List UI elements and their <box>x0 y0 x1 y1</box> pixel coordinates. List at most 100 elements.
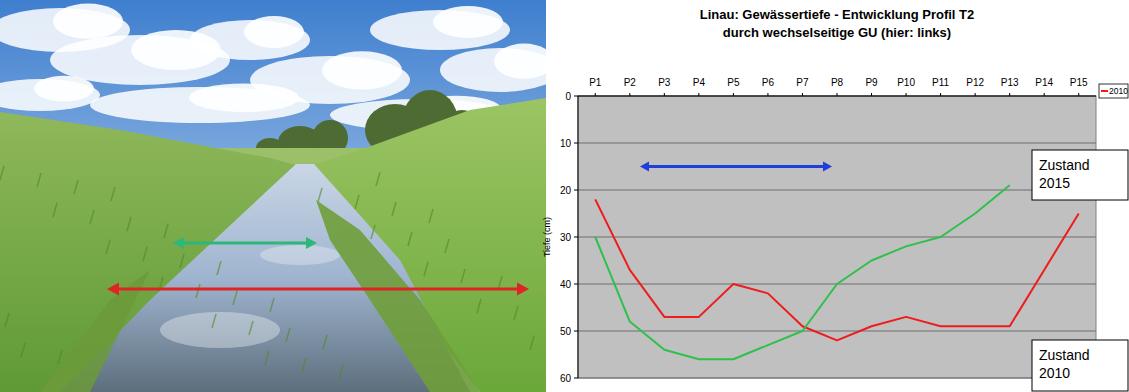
annotation: Zustand2015 <box>1032 150 1128 200</box>
category-label: P13 <box>1001 77 1019 88</box>
grass-blade <box>180 254 184 268</box>
legend-box <box>1099 84 1128 98</box>
category-label: P6 <box>762 77 775 88</box>
annotation-line: Zustand <box>1039 347 1090 363</box>
grass-blade <box>21 343 25 357</box>
category-label: P12 <box>966 77 984 88</box>
grass-blade <box>392 202 396 216</box>
tick-label: 40 <box>560 279 572 290</box>
tick-label: 20 <box>560 185 572 196</box>
category-label: P8 <box>831 77 844 88</box>
grass-blade <box>249 321 253 335</box>
grass-blade <box>143 247 147 261</box>
arrow <box>173 237 317 249</box>
chart-subtitle: durch wechselseitige GU (hier: links) <box>723 25 951 40</box>
annotation-text: Zustand2015 <box>1039 157 1090 191</box>
reflection <box>260 245 340 265</box>
grass-blade <box>270 298 274 312</box>
grass-blade <box>429 209 433 223</box>
grass-blade <box>530 336 534 350</box>
grass-blade <box>164 224 168 238</box>
tick-mark <box>574 96 578 97</box>
arrow-head <box>823 162 832 172</box>
series-group <box>595 185 1078 359</box>
cloud <box>494 44 546 79</box>
arrow-head <box>306 237 317 249</box>
annotation-line: 2010 <box>1039 365 1070 381</box>
annotation-text: Zustand 2010 <box>1039 347 1090 381</box>
tick-mark <box>767 93 768 96</box>
grass-blade <box>111 187 115 201</box>
tick-mark <box>629 93 630 96</box>
tick-label: 0 <box>565 91 571 102</box>
grass-blade <box>408 232 412 246</box>
cloud <box>53 4 123 39</box>
category-label: P14 <box>1035 77 1053 88</box>
chart-background <box>548 0 1129 392</box>
tick-mark <box>574 284 578 285</box>
annotation-box <box>1032 150 1128 200</box>
grass-blade <box>196 284 200 298</box>
figure: Linau: Gewässertiefe - Entwicklung Profi… <box>0 0 1129 392</box>
grass-blade <box>514 306 518 320</box>
arrow-head <box>517 282 529 295</box>
grass-blade <box>477 299 481 313</box>
tick-mark <box>1078 93 1079 96</box>
legend-label: 2010 <box>1109 86 1128 96</box>
tick-mark <box>574 190 578 191</box>
cloud <box>322 51 402 89</box>
tick-mark <box>1044 93 1045 96</box>
tick-mark <box>574 237 578 238</box>
grass-blade <box>339 365 343 379</box>
grid-line <box>578 331 1096 332</box>
reflection <box>160 312 280 348</box>
category-label: P1 <box>589 77 602 88</box>
grass-blade <box>106 240 110 254</box>
cloud <box>433 6 503 38</box>
category-label: P10 <box>897 77 915 88</box>
category-label: P7 <box>796 77 809 88</box>
tick-mark <box>733 93 734 96</box>
category-label: P9 <box>865 77 878 88</box>
tick-mark <box>595 93 596 96</box>
chart-title: Linau: Gewässertiefe - Entwicklung Profi… <box>700 7 975 22</box>
arrow <box>107 282 529 295</box>
vegetation <box>316 200 480 392</box>
legend-swatch <box>1101 90 1108 92</box>
grass-blade <box>53 203 57 217</box>
data-line <box>595 199 1078 340</box>
grass-blade <box>217 261 221 275</box>
category-label: P15 <box>1070 77 1088 88</box>
grass-blade <box>323 335 327 349</box>
tick-label: 30 <box>560 232 572 243</box>
tick-mark <box>940 93 941 96</box>
grass-blade <box>445 239 449 253</box>
annotation: Zustand 2010 <box>1032 340 1128 391</box>
tick-mark <box>802 93 803 96</box>
tick-mark <box>664 93 665 96</box>
grass-blade <box>5 313 9 327</box>
y-axis-label: Tiefe (cm) <box>542 217 552 257</box>
cloud <box>244 16 304 48</box>
tick-mark <box>574 331 578 332</box>
tick-label: 60 <box>560 373 572 384</box>
tick-mark <box>698 93 699 96</box>
grass-blade <box>127 217 131 231</box>
arrow-head <box>107 282 119 295</box>
cloud <box>34 76 94 102</box>
plot-area <box>578 96 1096 378</box>
grass-blade <box>90 210 94 224</box>
grass-blade <box>58 350 62 364</box>
grass-blade <box>461 269 465 283</box>
grass-blade <box>318 188 322 202</box>
grass-blade <box>233 291 237 305</box>
grass-blade <box>371 225 375 239</box>
grass-blade <box>74 180 78 194</box>
grass-blade <box>355 195 359 209</box>
tick-mark <box>574 378 578 379</box>
tick-mark <box>906 93 907 96</box>
grass-blade <box>37 173 41 187</box>
arrow-head <box>640 162 649 172</box>
legend: 2010 <box>1099 84 1128 98</box>
annotation-line: Zustand <box>1039 157 1090 173</box>
